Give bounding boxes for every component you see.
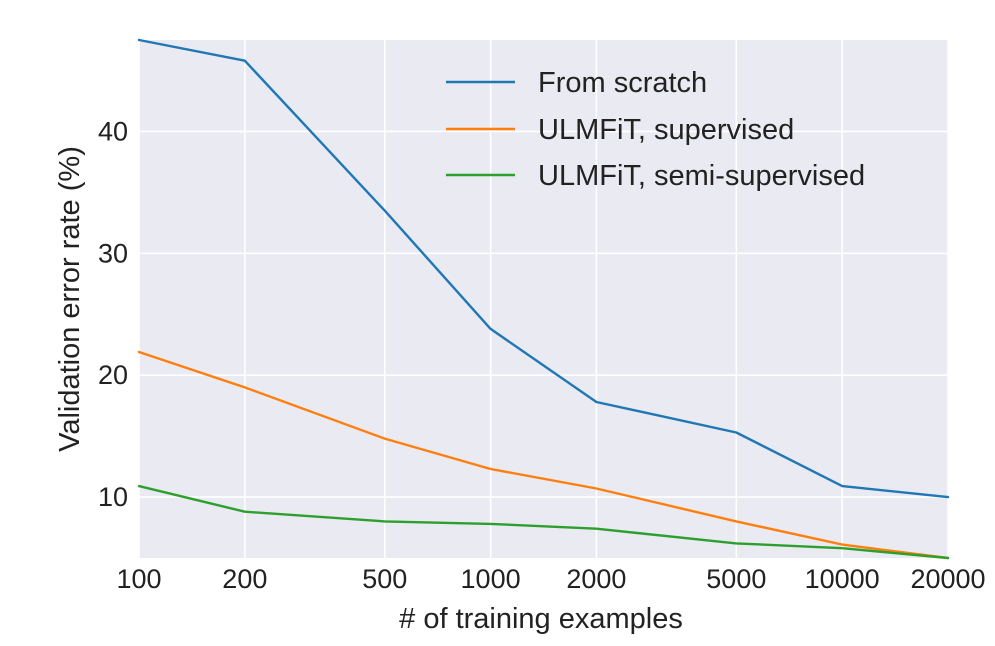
y-tick-label: 40 <box>98 116 128 146</box>
legend: From scratch ULMFiT, supervised ULMFiT, se… <box>446 67 865 192</box>
y-tick-label: 20 <box>98 360 128 390</box>
x-tick-label: 5000 <box>706 564 766 594</box>
y-tick-label: 30 <box>98 238 128 268</box>
x-tick-label: 10000 <box>805 564 880 594</box>
watermark: 云栖社区 yq.aliyun.com <box>699 610 981 638</box>
series-lines <box>137 38 950 560</box>
series-line-1 <box>137 350 950 560</box>
x-tick-label: 2000 <box>566 564 626 594</box>
legend-label-1: ULMFiT, supervised <box>538 114 794 146</box>
x-axis-label: # of training examples <box>399 603 683 635</box>
legend-label-0: From scratch <box>538 67 707 99</box>
x-tick-label: 100 <box>116 564 161 594</box>
y-tick-labels: 10 20 30 40 <box>98 116 128 512</box>
legend-label-2: ULMFiT, semi-supervised <box>538 160 865 192</box>
series-line-2 <box>137 484 950 560</box>
x-tick-label: 1000 <box>461 564 521 594</box>
x-tick-label: 500 <box>362 564 407 594</box>
series-line-0 <box>137 38 950 499</box>
grid-lines <box>138 40 949 558</box>
y-axis-label: Validation error rate (%) <box>54 146 86 452</box>
x-tick-label: 200 <box>222 564 267 594</box>
x-tick-labels: 100 200 500 1000 2000 5000 10000 20000 <box>116 564 985 594</box>
y-tick-label: 10 <box>98 482 128 512</box>
x-tick-label: 20000 <box>910 564 985 594</box>
